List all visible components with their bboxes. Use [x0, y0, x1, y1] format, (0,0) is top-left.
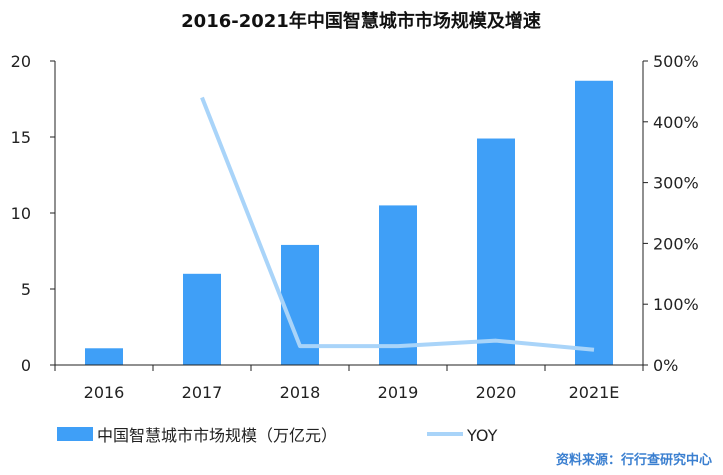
bar-2020: [477, 138, 515, 365]
x-axis-ticks: 2016 2017 2018 2019 2020 2021E: [54, 365, 644, 402]
left-tick-label: 0: [21, 356, 31, 375]
x-tick-label-2019: 2019: [378, 383, 419, 402]
left-tick-label: 20: [11, 52, 31, 71]
right-tick-label: 100%: [653, 295, 699, 314]
right-tick-label: 400%: [653, 113, 699, 132]
legend-bar-label: 中国智慧城市市场规模（万亿元）: [97, 426, 337, 445]
left-axis-ticks: 0 5 10 15 20: [11, 52, 55, 375]
axes: [54, 61, 644, 366]
x-tick-label-2021E: 2021E: [569, 383, 620, 402]
chart-title: 2016-2021年中国智慧城市市场规模及增速: [181, 10, 541, 32]
legend: 中国智慧城市市场规模（万亿元） YOY: [57, 426, 498, 445]
x-tick-label-2018: 2018: [280, 383, 321, 402]
bar-2019: [379, 205, 417, 365]
bar-2016: [85, 348, 123, 365]
left-tick-label: 10: [11, 204, 31, 223]
right-tick-label: 300%: [653, 174, 699, 193]
left-tick-label: 15: [11, 128, 31, 147]
right-tick-label: 0%: [653, 356, 678, 375]
right-axis-ticks: 0% 100% 200% 300% 400% 500%: [643, 52, 699, 375]
legend-bar-swatch: [57, 427, 93, 441]
source-note: 资料来源：行行查研究中心: [556, 452, 712, 468]
legend-line-label: YOY: [466, 426, 498, 445]
x-tick-label-2020: 2020: [476, 383, 517, 402]
right-tick-label: 500%: [653, 52, 699, 71]
x-tick-label-2016: 2016: [84, 383, 125, 402]
right-tick-label: 200%: [653, 234, 699, 253]
bar-2021E: [575, 80, 613, 365]
x-tick-label-2017: 2017: [182, 383, 223, 402]
yoy-line-series: [200, 96, 595, 352]
left-tick-label: 5: [21, 280, 31, 299]
bar-2017: [183, 273, 221, 365]
bar-series: [85, 80, 613, 365]
